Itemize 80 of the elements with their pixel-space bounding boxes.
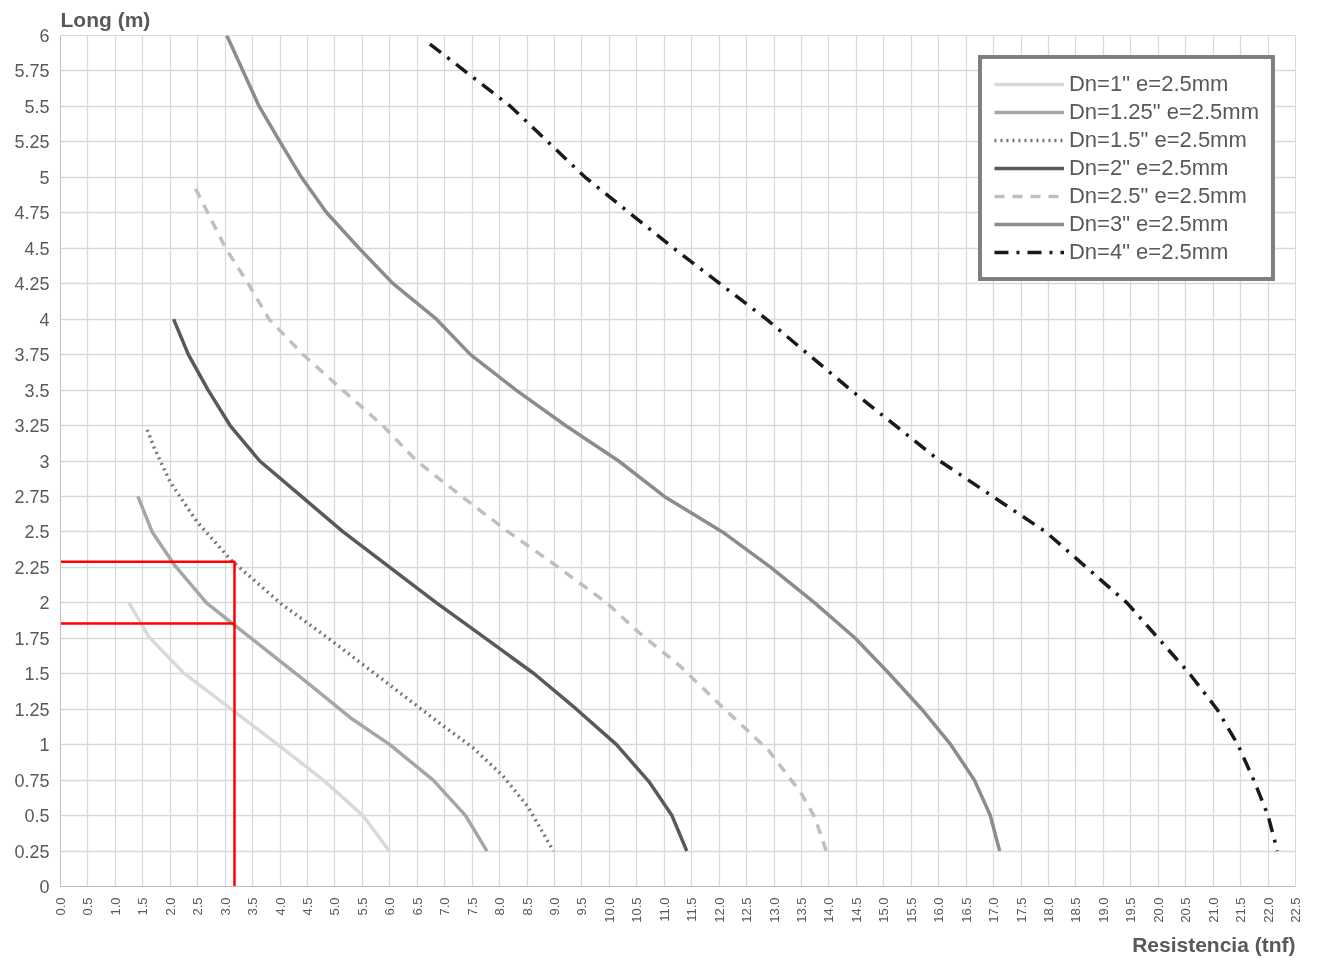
x-tick-label: 14.5 <box>848 897 864 923</box>
x-tick-label: 6.5 <box>409 897 425 916</box>
y-tick-label: 1.5 <box>24 664 50 685</box>
y-tick-label: 3.5 <box>24 380 50 401</box>
x-tick-label: 0.0 <box>53 897 68 916</box>
x-tick-label: 13.0 <box>766 897 782 923</box>
legend-label: Dn=1" e=2.5mm <box>1068 71 1229 97</box>
legend-label: Dn=1.5" e=2.5mm <box>1068 127 1247 153</box>
legend-label: Dn=4" e=2.5mm <box>1068 239 1229 265</box>
y-tick-label: 5 <box>39 167 50 188</box>
x-tick-label: 9.5 <box>574 897 590 916</box>
x-tick-label: 17.5 <box>1013 897 1029 923</box>
x-tick-label: 5.0 <box>327 897 343 916</box>
x-tick-label: 22.5 <box>1288 897 1303 923</box>
y-tick-label: 2.25 <box>14 557 50 578</box>
legend-label: Dn=2.5" e=2.5mm <box>1068 183 1247 209</box>
y-tick-label: 3 <box>39 451 50 472</box>
y-tick-label: 4.5 <box>24 238 50 259</box>
y-tick-label: 1.25 <box>14 699 50 720</box>
x-tick-label: 6.0 <box>382 897 398 916</box>
y-tick-label: 5.5 <box>24 96 50 117</box>
x-tick-label: 0.5 <box>80 897 96 916</box>
x-tick-label: 4.5 <box>300 897 315 916</box>
x-tick-label: 9.0 <box>547 897 562 916</box>
x-tick-label: 13.5 <box>794 897 809 923</box>
x-tick-label: 20.0 <box>1150 897 1166 923</box>
x-tick-label: 16.5 <box>958 897 974 923</box>
legend-label: Dn=3" e=2.5mm <box>1068 211 1229 237</box>
x-tick-label: 2.5 <box>190 897 206 916</box>
x-tick-label: 2.0 <box>162 897 178 916</box>
x-tick-label: 8.0 <box>492 897 508 916</box>
x-tick-label: 20.5 <box>1178 897 1194 923</box>
y-tick-label: 4 <box>39 309 50 330</box>
x-tick-label: 22.0 <box>1260 897 1276 923</box>
y-axis-title: Long (m) <box>60 7 151 31</box>
y-tick-label: 0.75 <box>14 770 50 791</box>
x-tick-label: 5.5 <box>354 897 370 916</box>
x-tick-label: 18.0 <box>1041 897 1056 923</box>
x-tick-label: 11.5 <box>684 897 700 922</box>
x-tick-label: 7.0 <box>437 897 453 916</box>
y-tick-label: 4.25 <box>14 274 50 295</box>
legend-label: Dn=2" e=2.5mm <box>1068 155 1229 181</box>
x-tick-label: 1.5 <box>135 897 151 916</box>
y-tick-label: 1.75 <box>14 628 50 649</box>
x-tick-label: 3.0 <box>217 897 233 916</box>
x-tick-label: 19.5 <box>1123 897 1139 923</box>
y-tick-label: 6 <box>39 26 50 46</box>
legend-label: Dn=1.25" e=2.5mm <box>1068 99 1259 125</box>
x-tick-label: 10.0 <box>601 897 617 923</box>
x-tick-label: 4.0 <box>272 897 288 916</box>
x-axis-title: Resistencia (tnf) <box>1132 932 1296 956</box>
y-tick-label: 5.75 <box>14 61 50 82</box>
x-tick-label: 1.0 <box>107 897 123 916</box>
x-tick-label: 21.0 <box>1205 897 1221 923</box>
y-tick-label: 5.25 <box>14 132 50 153</box>
x-tick-label: 3.5 <box>245 897 261 916</box>
y-tick-label: 4.75 <box>14 203 50 224</box>
y-tick-label: 2 <box>39 593 50 614</box>
x-tick-label: 16.0 <box>931 897 947 923</box>
x-tick-label: 15.0 <box>876 897 892 923</box>
x-tick-label: 18.5 <box>1068 897 1084 923</box>
x-tick-label: 21.5 <box>1233 897 1249 923</box>
x-tick-label: 10.5 <box>629 897 645 923</box>
x-tick-label: 15.5 <box>903 897 919 923</box>
y-tick-label: 2.75 <box>14 486 50 507</box>
y-tick-label: 0.5 <box>24 806 50 827</box>
x-tick-label: 11.0 <box>656 897 672 922</box>
x-tick-label: 12.0 <box>711 897 727 923</box>
y-tick-label: 3.25 <box>14 416 50 437</box>
x-tick-label: 14.0 <box>821 897 837 923</box>
y-tick-label: 1 <box>39 735 50 756</box>
x-tick-label: 7.5 <box>464 897 480 916</box>
y-tick-label: 0.25 <box>14 841 50 862</box>
x-tick-label: 19.0 <box>1095 897 1111 923</box>
y-tick-label: 0 <box>39 877 50 897</box>
x-tick-label: 8.5 <box>519 897 535 916</box>
x-tick-label: 12.5 <box>739 897 755 923</box>
y-tick-label: 3.75 <box>14 345 50 366</box>
y-tick-label: 2.5 <box>24 522 50 543</box>
x-tick-label: 17.0 <box>986 897 1002 923</box>
